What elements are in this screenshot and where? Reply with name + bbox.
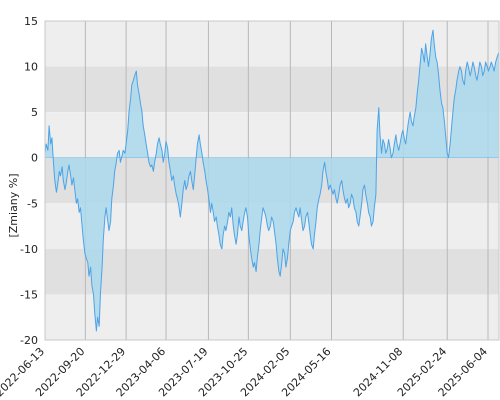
y-tick-label: -15 bbox=[20, 288, 38, 301]
x-axis-ticks: 2022-06-132022-09-202022-12-292023-04-06… bbox=[0, 345, 490, 399]
y-tick-label: 0 bbox=[31, 152, 38, 165]
y-tick-label: 5 bbox=[31, 106, 38, 119]
area-layer bbox=[44, 29, 500, 332]
area-fill bbox=[45, 30, 499, 331]
y-axis-title: [Zmiany %] bbox=[7, 173, 20, 237]
y-axis-ticks: 15 10 5 0 -5 -10 -15 -20 bbox=[20, 15, 38, 347]
background-band bbox=[45, 294, 499, 340]
y-tick-label: 15 bbox=[24, 15, 38, 28]
background-band bbox=[45, 248, 499, 295]
y-tick-label: 10 bbox=[24, 61, 38, 74]
plot-frame bbox=[44, 20, 500, 341]
y-tick-label: -20 bbox=[20, 334, 38, 347]
series-line bbox=[44, 29, 500, 332]
y-tick-label: -10 bbox=[20, 243, 38, 256]
y-tick-label: -5 bbox=[27, 197, 38, 210]
